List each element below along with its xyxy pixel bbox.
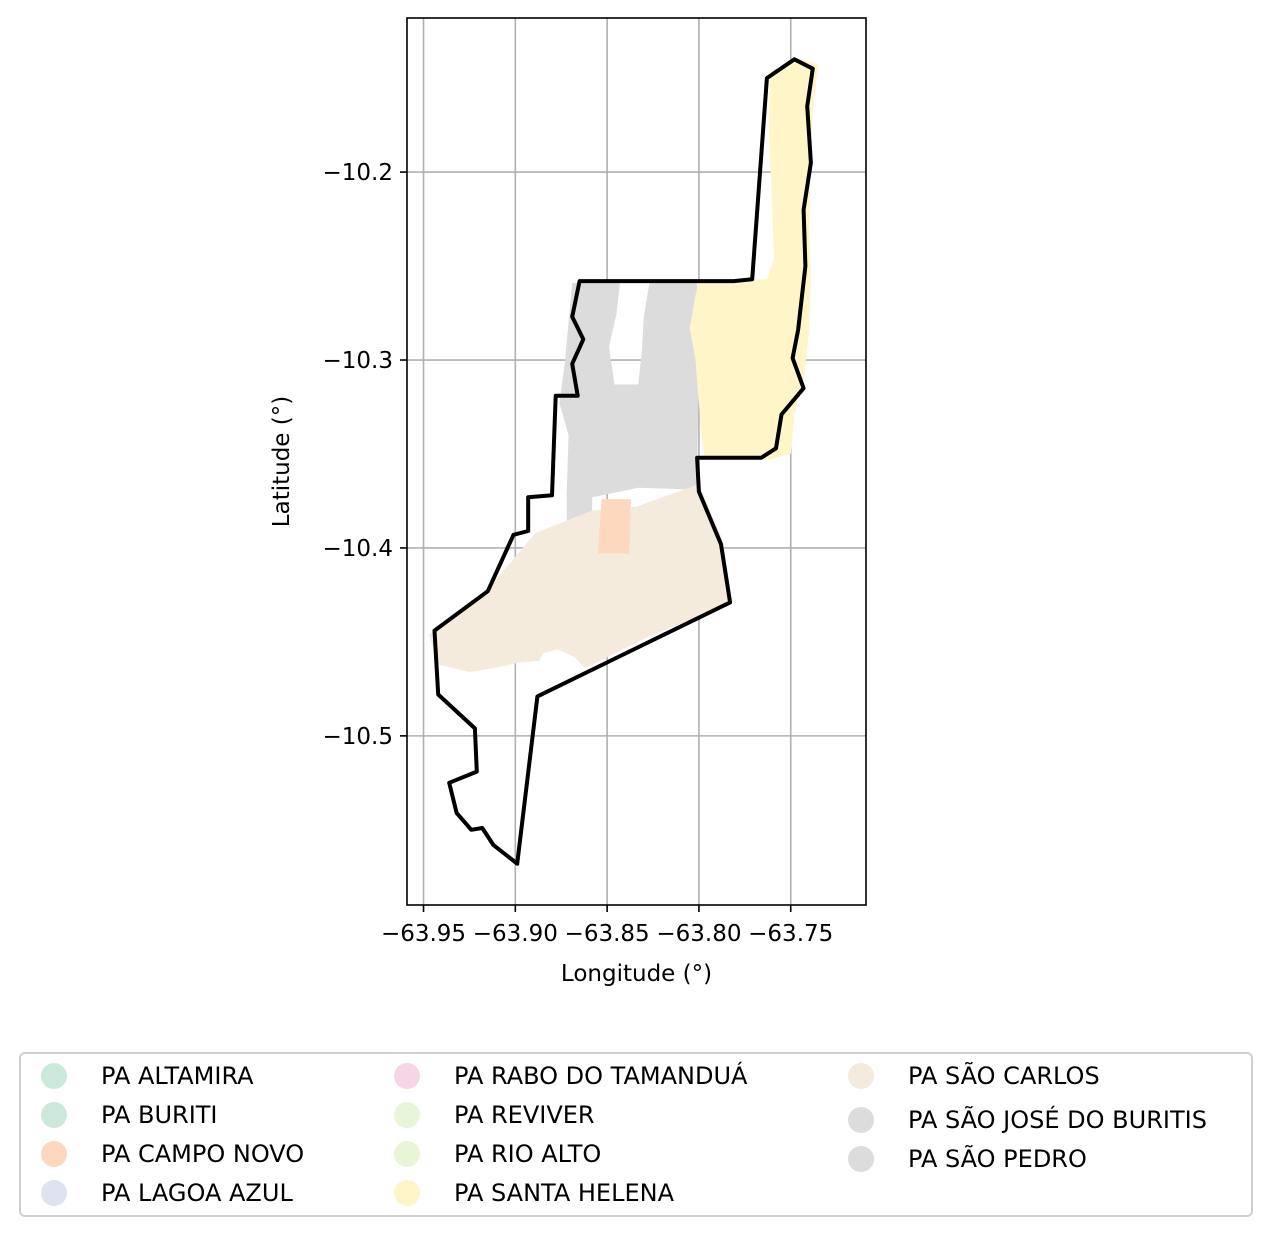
legend-label: PA REVIVER [454, 1101, 595, 1129]
legend-label: PA SÃO JOSÉ DO BURITIS [908, 1106, 1207, 1134]
region-pa-santa-helena [689, 59, 819, 460]
x-tick-label: −63.80 [656, 921, 741, 947]
x-tick-label: −63.75 [748, 921, 833, 947]
y-tick-label: −10.3 [323, 348, 393, 374]
legend-marker [848, 1146, 874, 1172]
legend-label: PA LAGOA AZUL [101, 1179, 293, 1207]
plot-frame [406, 17, 867, 906]
legend-label: PA CAMPO NOVO [101, 1140, 305, 1168]
legend-marker [848, 1107, 874, 1133]
legend-marker [394, 1141, 420, 1167]
region-pa-s-o-pedro [559, 283, 699, 550]
legend-label: PA ALTAMIRA [101, 1062, 254, 1090]
legend-marker [41, 1141, 67, 1167]
legend-label: PA SANTA HELENA [454, 1179, 674, 1207]
y-tick-label: −10.2 [323, 160, 393, 186]
legend-item: PA REVIVER [394, 1100, 595, 1130]
x-tick-label: −63.90 [473, 921, 558, 947]
legend-marker [41, 1180, 67, 1206]
y-axis-label: Latitude (°) [269, 396, 295, 527]
x-axis-ticks: −63.95 −63.90 −63.85 −63.80 −63.75 [381, 905, 833, 947]
legend-item: PA SÃO PEDRO [848, 1144, 1087, 1174]
legend-marker [394, 1102, 420, 1128]
legend-item: PA CAMPO NOVO [41, 1139, 304, 1169]
boundary-outline [432, 57, 815, 866]
legend-marker [394, 1180, 420, 1206]
legend-item: PA ALTAMIRA [41, 1061, 254, 1091]
legend-item: PA SÃO CARLOS [848, 1061, 1100, 1091]
map-figure: −63.95 −63.90 −63.85 −63.80 −63.75 −10.2−10.… [269, 17, 867, 987]
legend-item: PA RIO ALTO [394, 1139, 601, 1169]
legend-item: PA SANTA HELENA [394, 1178, 674, 1208]
municipality-boundary [432, 57, 815, 866]
y-tick-label: −10.4 [323, 536, 393, 562]
region-pa-campo-novo [597, 499, 631, 554]
y-tick-label: −10.5 [323, 724, 393, 750]
y-axis-ticks: −10.2 −10.3 −10.4 −10.5 [323, 160, 407, 750]
legend-marker [394, 1063, 420, 1089]
legend-label: PA BURITI [101, 1101, 218, 1129]
legend-marker [41, 1063, 67, 1089]
legend-label: PA RABO DO TAMANDUÁ [454, 1062, 748, 1090]
legend-label: PA SÃO PEDRO [908, 1145, 1087, 1173]
legend-marker [848, 1063, 874, 1089]
x-tick-label: −63.95 [381, 921, 466, 947]
legend-item: PA LAGOA AZUL [41, 1178, 293, 1208]
region-fills [429, 59, 819, 672]
legend-marker [41, 1102, 67, 1128]
legend-item: PA BURITI [41, 1100, 218, 1130]
legend-label: PA SÃO CARLOS [908, 1062, 1100, 1090]
x-tick-label: −63.85 [565, 921, 650, 947]
x-axis-label: Longitude (°) [561, 961, 712, 987]
legend: PA ALTAMIRA PA BURITI PA CAMPO NOVO PA LAGO… [19, 1052, 1253, 1217]
legend-item: PA SÃO JOSÉ DO BURITIS [848, 1105, 1207, 1135]
legend-item: PA RABO DO TAMANDUÁ [394, 1061, 747, 1091]
legend-label: PA RIO ALTO [454, 1140, 602, 1168]
region-pa-s-o-carlos [429, 484, 732, 672]
